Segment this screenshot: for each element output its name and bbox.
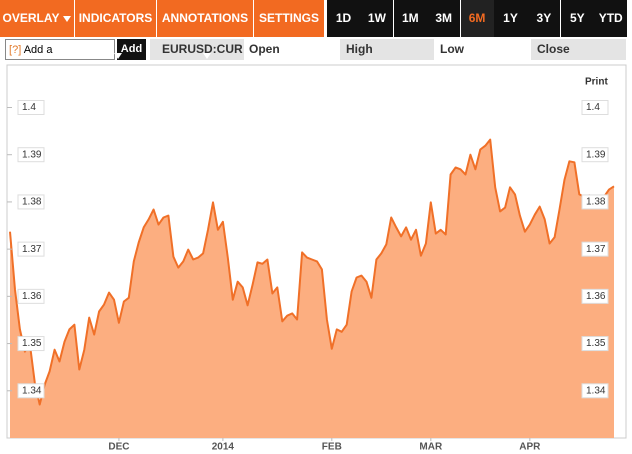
range-button[interactable]: 1W	[360, 0, 394, 37]
y-tick-box	[17, 99, 45, 115]
y-tick-box	[581, 383, 609, 399]
high-field: High	[340, 39, 434, 60]
help-icon[interactable]: [?]	[9, 44, 22, 56]
y-tick-box	[581, 194, 609, 210]
y-tick-box	[17, 336, 45, 352]
open-field: Open	[249, 42, 280, 56]
y-tick-label-left: 1.39	[22, 149, 42, 160]
menu-button[interactable]: OVERLAY	[0, 0, 75, 37]
y-tick-box	[17, 194, 45, 210]
y-tick-box	[581, 99, 609, 115]
y-tick-box	[17, 147, 45, 163]
y-tick-label-left: 1.37	[22, 244, 42, 255]
y-tick-box	[581, 336, 609, 352]
range-button[interactable]: 3Y	[527, 0, 561, 37]
y-tick-label-right: 1.34	[586, 385, 606, 396]
y-tick-label-left: 1.38	[22, 197, 42, 208]
menu-button[interactable]: INDICATORS	[75, 0, 157, 37]
comparison-input[interactable]: [?] Add a Comparison	[5, 39, 115, 77]
range-button[interactable]: 1D	[327, 0, 360, 37]
area	[10, 139, 614, 438]
y-tick-label-right: 1.38	[586, 197, 606, 208]
ticker: EURUSD:CUR	[150, 39, 244, 60]
y-tick-label-left: 1.4	[22, 102, 36, 113]
x-tick-label: FEB	[322, 442, 342, 453]
x-tick-label: MAR	[419, 442, 443, 453]
range-button[interactable]: YTD	[594, 0, 628, 37]
y-tick-label-right: 1.4	[586, 102, 600, 113]
help-icon-text: ?	[12, 44, 19, 56]
y-tick-label-right: 1.36	[586, 291, 606, 302]
low-field: Low	[440, 42, 464, 56]
menu-button[interactable]: SETTINGS	[254, 0, 325, 37]
y-tick-label-right: 1.37	[586, 244, 606, 255]
x-tick-label: APR	[519, 442, 541, 453]
y-tick-box	[17, 241, 45, 257]
y-tick-label-left: 1.34	[22, 385, 42, 396]
x-tick-label: 2014	[212, 442, 235, 453]
add-button[interactable]: Add	[117, 39, 146, 60]
line	[9, 138, 615, 406]
y-tick-box	[17, 288, 45, 304]
y-tick-label-left: 1.36	[22, 291, 42, 302]
range-button[interactable]: 1Y	[494, 0, 527, 37]
y-tick-label-right: 1.39	[586, 149, 606, 160]
chart: Print 1.34 1.34 1.35 1.35 1.36 1.36 1.37 1.37 1.…	[6, 64, 627, 453]
y-tick-box	[581, 288, 609, 304]
range-button[interactable]: 1M	[393, 0, 427, 37]
menu-button[interactable]: ANNOTATIONS	[157, 0, 254, 37]
x-tick-label: DEC	[108, 442, 129, 453]
range-button[interactable]: 5Y	[560, 0, 594, 37]
y-tick-box	[581, 241, 609, 257]
y-tick-box	[17, 383, 45, 399]
close-field: Close	[531, 39, 626, 60]
y-tick-label-right: 1.35	[586, 338, 606, 349]
range-button[interactable]: 3M	[427, 0, 461, 37]
print-link[interactable]: Print	[585, 77, 608, 88]
range-button[interactable]: 6M	[460, 0, 494, 37]
y-tick-box	[581, 147, 609, 163]
y-tick-label-left: 1.35	[22, 338, 42, 349]
